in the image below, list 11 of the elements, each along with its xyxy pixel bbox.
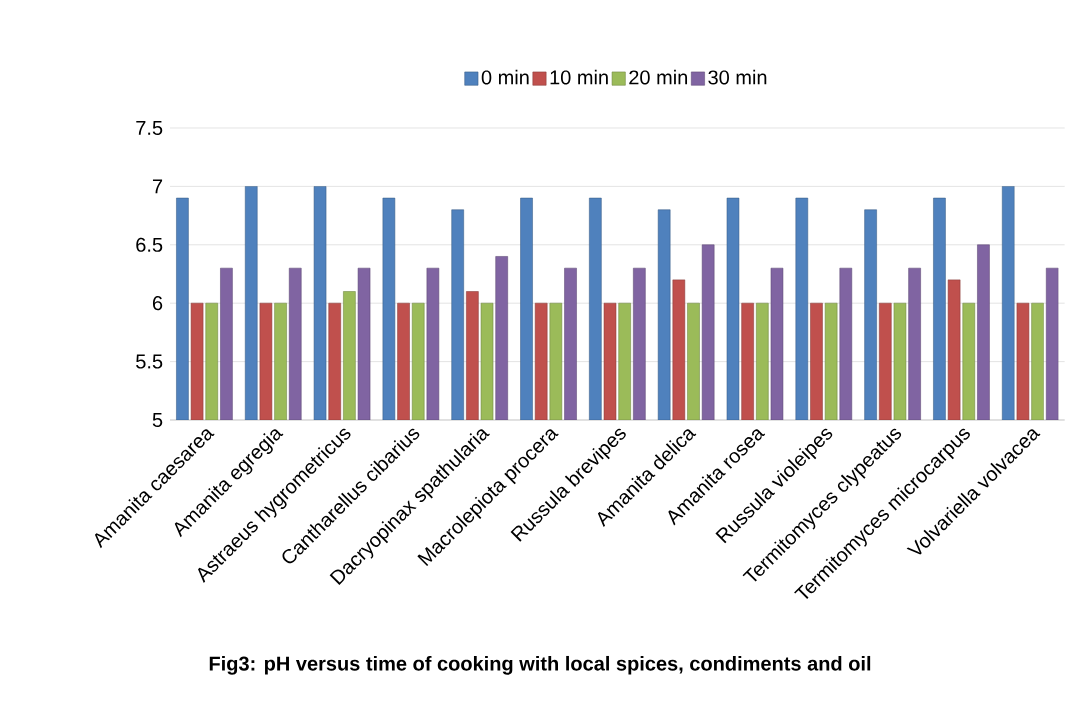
y-tick-label: 7.5 (136, 121, 163, 135)
legend-label: 30 min (708, 69, 767, 85)
y-tick-label: 7 (152, 179, 163, 194)
text: Fig3: pH versus time of cooking with local spices, condiments and oil (209, 655, 871, 675)
y-tick-label: 6.5 (136, 237, 163, 252)
legend-label: 0 min (481, 69, 529, 85)
y-tick-label: 6 (152, 296, 163, 311)
legend-label: 20 min (629, 69, 688, 85)
y-tick-label: 5 (152, 413, 163, 427)
y-tick-label: 5.5 (136, 354, 163, 369)
legend-label: 10 min (550, 69, 608, 85)
